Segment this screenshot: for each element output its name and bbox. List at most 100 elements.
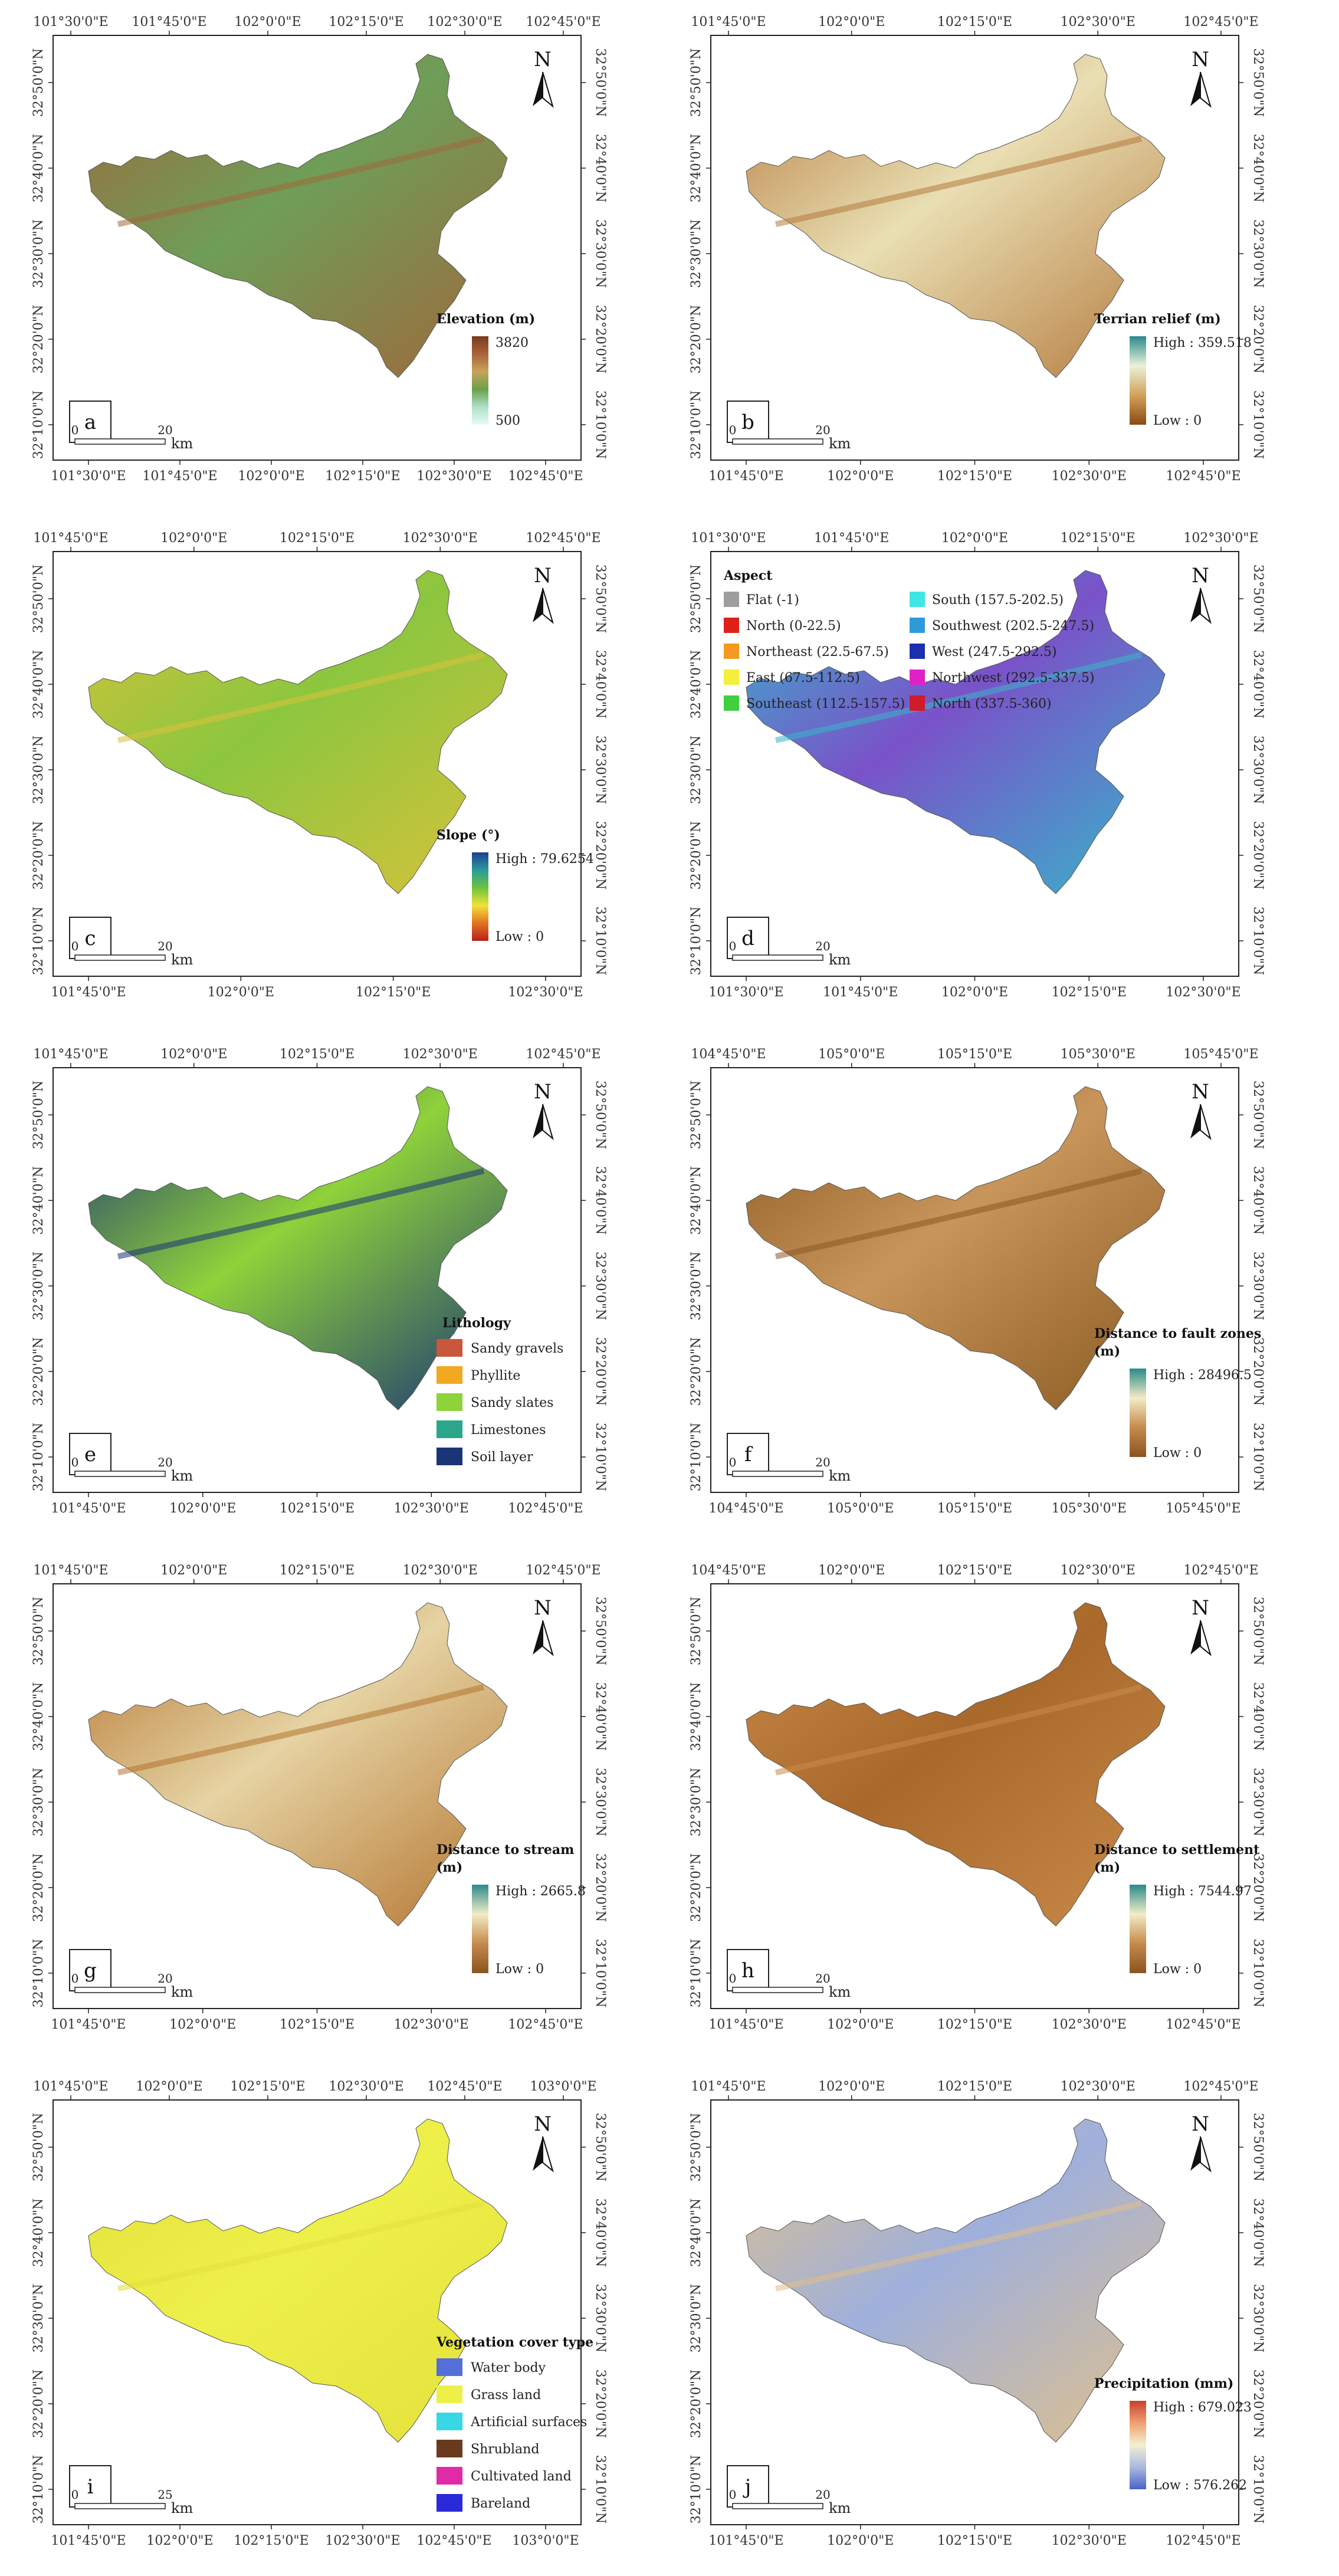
top-coordinate-label: 102°30'0"E (403, 1563, 478, 1578)
scale-unit-label: km (171, 951, 193, 968)
right-coordinate-label: 32°10'0"N (1251, 907, 1265, 975)
bottom-coordinate-label: 101°45'0"E (708, 2534, 783, 2548)
right-coordinate-label: 32°10'0"N (1251, 390, 1265, 459)
left-coordinate-label: 32°40'0"N (31, 1166, 46, 1235)
bottom-coordinate-label: 102°45'0"E (416, 2534, 491, 2548)
north-arrow-left-half (1190, 72, 1200, 106)
map-panel-j-svg: 101°45'0"E 102°0'0"E 102°15'0"E 102°30'0"E 1… (689, 2079, 1265, 2548)
map-panel-i-svg: 101°45'0"E 102°0'0"E 102°15'0"E 102°30'0"E 1… (31, 2079, 608, 2548)
left-coordinate-label: 32°30'0"N (689, 219, 704, 288)
bottom-coordinate-label: 105°45'0"E (1166, 1501, 1240, 1516)
study-area (88, 2118, 508, 2443)
scale-zero-label: 0 (71, 2488, 79, 2502)
scale-unit-label: km (171, 435, 193, 452)
left-coordinate-label: 32°20'0"N (31, 1337, 46, 1406)
north-arrow-right-half (542, 1620, 554, 1656)
bottom-coordinate-label: 104°45'0"E (708, 1501, 783, 1516)
scale-zero-label: 0 (71, 1455, 79, 1469)
top-coordinate-label: 105°30'0"E (1061, 1047, 1135, 1062)
left-coordinate-label: 32°20'0"N (31, 2370, 46, 2438)
bottom-coordinate-label: 102°15'0"E (356, 985, 431, 1000)
legend-subtitle: (m) (1094, 1344, 1120, 1359)
top-coordinate-label: 102°30'0"E (1061, 1563, 1135, 1578)
scale-zero-label: 0 (71, 423, 79, 437)
map-panel-h: 104°45'0"E 102°0'0"E 102°15'0"E 102°30'0"E 1… (658, 1548, 1268, 2038)
scale-distance-label: 20 (157, 1971, 172, 1986)
left-coordinate-label: 32°20'0"N (31, 1853, 46, 1922)
right-coordinate-label: 32°20'0"N (593, 2370, 608, 2438)
legend-item-label: Southeast (112.5-157.5) (746, 697, 905, 711)
left-coordinate-label: 32°30'0"N (689, 736, 704, 804)
legend-title: Terrian relief (m) (1094, 311, 1221, 327)
legend-item-label: Water body (471, 2361, 546, 2375)
left-coordinate-label: 32°30'0"N (689, 2284, 704, 2352)
legend-item-label: Sandy gravels (471, 1341, 563, 1356)
legend-low-label: Low : 0 (495, 930, 544, 944)
bottom-coordinate-label: 101°45'0"E (51, 2534, 126, 2548)
panel-label: b (741, 411, 754, 434)
map-panel-a: 101°30'0"E 101°45'0"E 102°0'0"E 102°15'0"E 1… (0, 0, 611, 490)
left-coordinate-label: 32°30'0"N (689, 1768, 704, 1836)
top-coordinate-label: 102°15'0"E (280, 531, 355, 546)
bottom-coordinate-label: 101°45'0"E (708, 469, 783, 484)
panel-label-box (727, 401, 769, 443)
legend-title: Slope (°) (437, 828, 500, 843)
right-coordinate-label: 32°20'0"N (593, 305, 608, 373)
left-coordinate-label: 32°30'0"N (689, 1252, 704, 1320)
bottom-coordinate-label: 102°15'0"E (280, 2017, 355, 2032)
north-arrow-letter: N (1192, 48, 1209, 71)
right-coordinate-label: 32°40'0"N (593, 134, 608, 202)
legend-item-label: East (67.5-112.5) (746, 671, 860, 685)
scale-bar-box (732, 1471, 823, 1477)
legend-swatch (910, 644, 925, 659)
bottom-coordinate-label: 101°45'0"E (51, 2017, 126, 2032)
right-coordinate-label: 32°50'0"N (593, 565, 608, 633)
north-arrow-letter: N (534, 2112, 552, 2136)
legend-color-ramp (472, 1885, 488, 1973)
bottom-coordinate-label: 102°15'0"E (937, 469, 1012, 484)
top-coordinate-label: 105°0'0"E (818, 1047, 885, 1062)
top-coordinate-label: 104°45'0"E (691, 1563, 766, 1578)
right-coordinate-label: 32°40'0"N (1251, 650, 1265, 718)
left-coordinate-label: 32°50'0"N (689, 2113, 704, 2181)
bottom-coordinate-label: 102°0'0"E (208, 985, 274, 1000)
north-arrow: N (1190, 564, 1212, 624)
legend-swatch (437, 1448, 462, 1465)
legend: Distance to fault zones (m) High : 28496.5… (1094, 1326, 1261, 1461)
map-panel-i: 101°45'0"E 102°0'0"E 102°15'0"E 102°30'0"E 1… (0, 2065, 611, 2554)
bottom-coordinate-label: 102°45'0"E (1166, 469, 1240, 484)
left-coordinate-label: 32°50'0"N (689, 565, 704, 633)
legend-swatch (724, 618, 739, 633)
top-coordinate-label: 102°45'0"E (1183, 2079, 1258, 2094)
north-arrow-left-half (533, 588, 543, 622)
panel-label: f (744, 1443, 753, 1466)
legend-item-label: Cultivated land (471, 2469, 572, 2484)
map-panel-e: 101°45'0"E 102°0'0"E 102°15'0"E 102°30'0"E 1… (0, 1032, 611, 1522)
legend: Lithology Sandy gravels Phyllite Sandy slat… (437, 1315, 563, 1465)
scale-zero-label: 0 (729, 1455, 737, 1469)
panel-label-box (69, 2465, 111, 2508)
left-coordinate-label: 32°10'0"N (31, 2455, 46, 2524)
panel-label: j (743, 2475, 751, 2499)
legend-title: Aspect (723, 568, 773, 583)
legend-high-label: High : 2665.8 (495, 1884, 586, 1899)
left-coordinate-label: 32°10'0"N (689, 907, 704, 975)
scale-bar-box (74, 1471, 166, 1477)
north-arrow-right-half (1200, 588, 1212, 624)
right-coordinate-label: 32°30'0"N (1251, 2284, 1265, 2352)
top-coordinate-label: 102°45'0"E (526, 1047, 600, 1062)
scale-zero-label: 0 (71, 939, 79, 953)
scale-distance-label: 20 (157, 939, 172, 953)
bottom-coordinate-label: 101°45'0"E (142, 469, 217, 484)
main-valley (117, 2200, 485, 2292)
left-coordinate-label: 32°40'0"N (31, 1682, 46, 1751)
legend: Terrian relief (m) High : 359.518 Low : 0 (1094, 311, 1252, 428)
top-coordinate-label: 102°45'0"E (526, 531, 600, 546)
top-coordinate-label: 102°0'0"E (160, 1563, 227, 1578)
legend-subtitle: (m) (437, 1860, 462, 1875)
study-area (746, 54, 1166, 378)
